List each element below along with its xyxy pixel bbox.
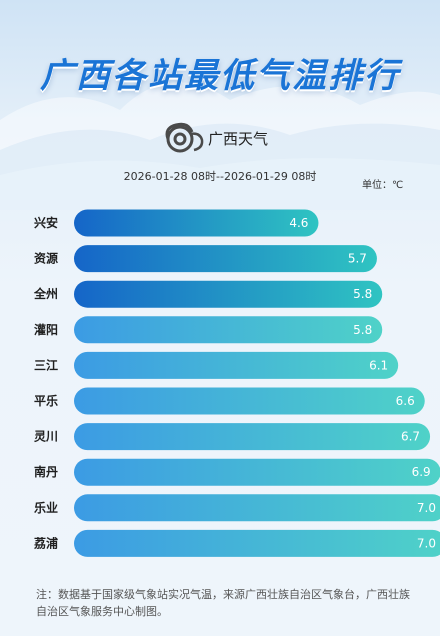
category-label: 南丹 <box>34 464 58 479</box>
category-label: 平乐 <box>34 393 58 408</box>
value-label: 4.6 <box>289 216 308 230</box>
value-label: 6.9 <box>412 465 431 479</box>
value-label: 6.1 <box>369 358 388 372</box>
category-label: 灌阳 <box>33 322 58 337</box>
value-label: 6.7 <box>401 430 420 444</box>
category-label: 全州 <box>33 286 58 301</box>
value-label: 6.6 <box>396 394 415 408</box>
category-label: 灵川 <box>34 429 58 444</box>
brand-name: 广西天气 <box>208 129 269 148</box>
category-label: 荔浦 <box>33 535 58 550</box>
bar <box>74 494 440 522</box>
category-label: 资源 <box>34 251 58 266</box>
footnote: 注：数据基于国家级气象站实况气温，来源广西壮族自治区气象台，广西壮族自治区气象服… <box>36 588 410 618</box>
bar <box>74 245 377 273</box>
value-label: 5.7 <box>348 252 367 266</box>
value-label: 7.0 <box>417 536 436 550</box>
weather-swirl-icon <box>165 122 204 153</box>
category-label: 兴安 <box>34 215 58 230</box>
category-label: 三江 <box>34 357 58 372</box>
value-label: 5.8 <box>353 287 372 301</box>
bar <box>74 387 425 415</box>
brand-logo: 广西天气 <box>160 120 268 156</box>
unit-label: 单位：℃ <box>362 180 404 191</box>
bar <box>74 316 383 344</box>
time-period: 2026-01-28 08时--2026-01-29 08时 <box>123 170 317 183</box>
value-label: 5.8 <box>353 323 372 337</box>
value-label: 7.0 <box>417 501 436 515</box>
bar <box>74 351 399 379</box>
bar <box>74 423 431 451</box>
bar <box>74 209 319 237</box>
bar <box>74 529 440 557</box>
bar <box>74 458 440 486</box>
chart-title: 广西各站最低气温排行 <box>40 56 400 96</box>
bar <box>74 280 383 308</box>
category-label: 乐业 <box>34 500 58 515</box>
